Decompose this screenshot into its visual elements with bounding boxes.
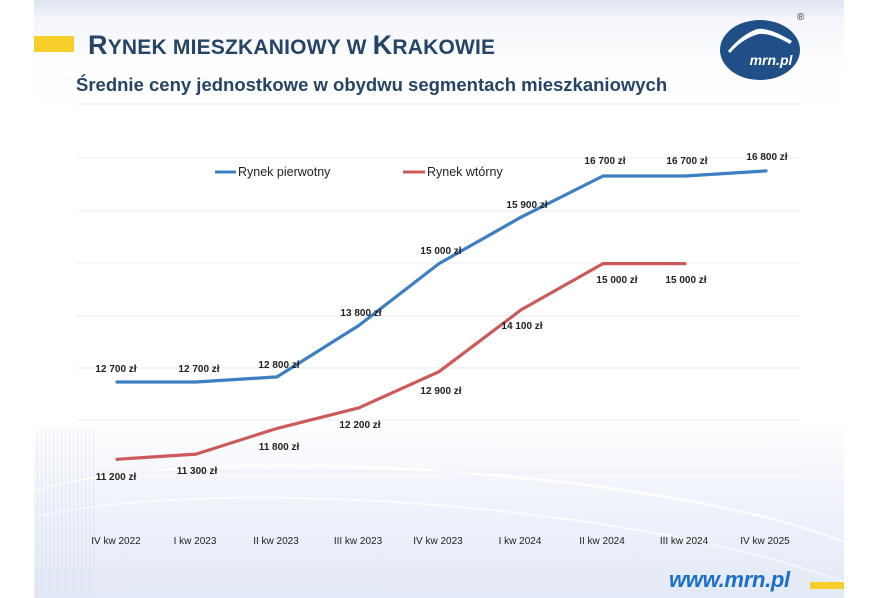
decorative-stripes (34, 430, 94, 598)
data-label-primary: 12 700 zł (95, 364, 136, 375)
legend-label-primary: Rynek pierwotny (238, 165, 331, 179)
title-part: K (372, 30, 393, 60)
x-axis-label: III kw 2023 (334, 536, 383, 547)
x-axis-label: IV kw 2023 (413, 536, 463, 547)
data-label-secondary: 15 000 zł (665, 275, 706, 286)
x-axis-label: I kw 2023 (174, 536, 217, 547)
title-part: R (88, 30, 108, 60)
series-line-primary (115, 169, 768, 384)
data-label-secondary: 14 100 zł (501, 321, 542, 332)
series-lines (115, 169, 768, 461)
data-label-primary: 15 000 zł (420, 246, 461, 257)
title-part: RAKOWIE (392, 36, 496, 59)
data-label-primary: 12 700 zł (178, 364, 219, 375)
data-label-primary: 12 800 zł (258, 360, 299, 371)
data-label-secondary: 12 900 zł (420, 386, 461, 397)
registered-mark: ® (797, 12, 805, 23)
footer-accent-bar (810, 582, 844, 589)
x-axis-label: III kw 2024 (660, 536, 709, 547)
chart-legend: Rynek pierwotny Rynek wtórny (215, 165, 503, 179)
gridlines (76, 103, 800, 473)
page-title: RYNEK MIESZKANIOWY W KRAKOWIE (88, 30, 495, 61)
data-label-primary: 13 800 zł (340, 308, 381, 319)
data-label-secondary: 11 300 zł (177, 466, 218, 477)
x-axis-label: IV kw 2022 (91, 536, 141, 547)
x-axis-labels: IV kw 2022 I kw 2023 II kw 2023 III kw 2023… (91, 536, 790, 547)
data-label-secondary: 11 800 zł (259, 442, 300, 453)
roof-icon (728, 28, 792, 53)
x-axis-label: II kw 2023 (253, 536, 299, 547)
data-label-primary: 16 700 zł (584, 156, 625, 167)
data-label-primary: 16 700 zł (666, 156, 707, 167)
data-labels: 12 700 zł 12 700 zł 12 800 zł 13 800 zł 15 0… (95, 152, 787, 483)
data-label-primary: 15 900 zł (506, 200, 547, 211)
mrn-logo: mrn.pl (720, 20, 800, 80)
data-label-secondary: 15 000 zł (596, 275, 637, 286)
x-axis-label: I kw 2024 (499, 536, 542, 547)
data-label-secondary: 11 200 zł (96, 472, 137, 483)
title-accent-bar (34, 36, 74, 52)
slide-background (34, 0, 844, 598)
x-axis-label: IV kw 2025 (740, 536, 790, 547)
series-line-secondary (115, 262, 687, 461)
data-label-primary: 16 800 zł (746, 152, 787, 163)
logo-text: mrn.pl (750, 52, 794, 68)
legend-label-secondary: Rynek wtórny (427, 165, 503, 179)
top-band (34, 0, 844, 16)
data-label-secondary: 12 200 zł (339, 420, 380, 431)
x-axis-label: II kw 2024 (579, 536, 625, 547)
page-subtitle: Średnie ceny jednostkowe w obydwu segmen… (76, 74, 668, 95)
title-part: YNEK MIESZKANIOWY W (107, 36, 373, 59)
footer-url-link[interactable]: www.mrn.pl (669, 567, 790, 592)
